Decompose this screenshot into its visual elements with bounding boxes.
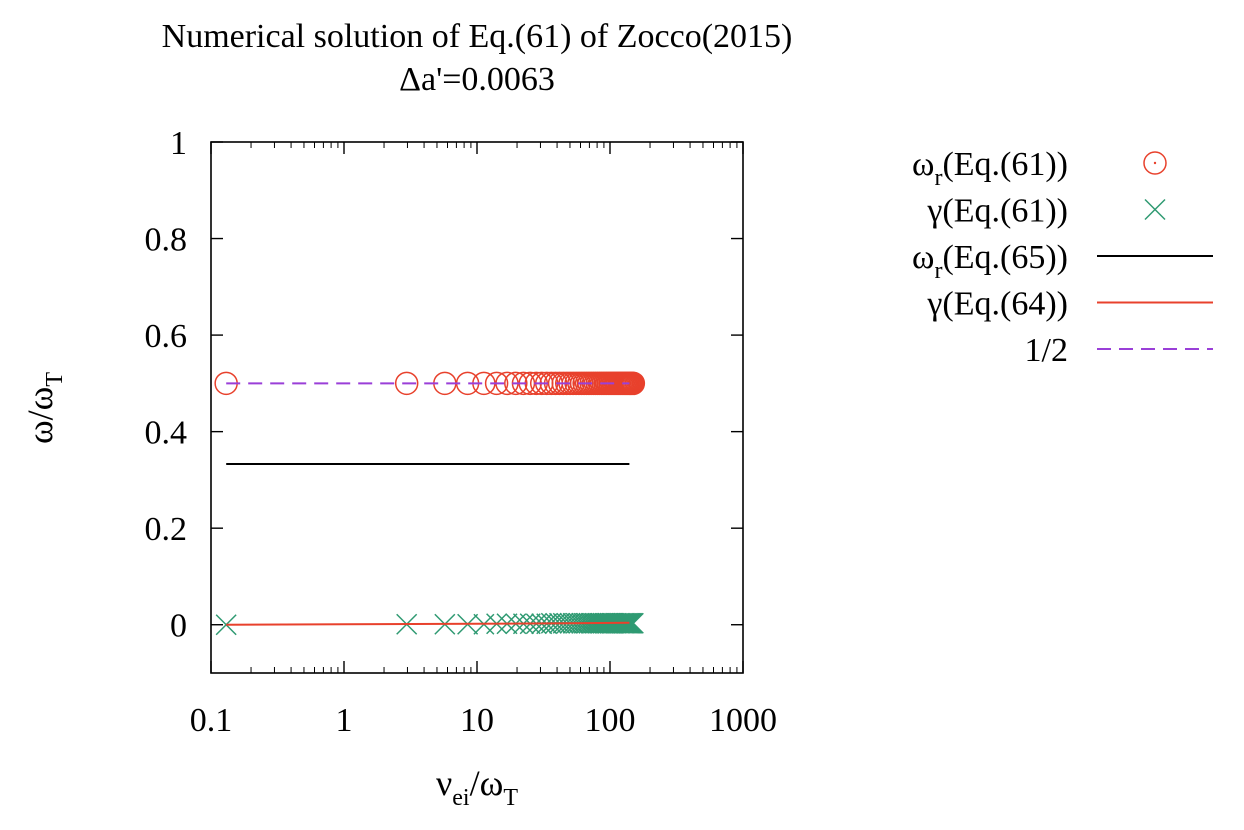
legend-label-main: 1/2 (1025, 332, 1068, 369)
x-axis-label-rest: /ω (470, 763, 504, 803)
x-axis-label-main: ν (436, 763, 452, 803)
legend-label: γ(Eq.(61)) (926, 193, 1068, 230)
legend-symbol-dot (1153, 161, 1157, 165)
x-axis-label-sub: ei (452, 785, 470, 811)
series-point-circle (484, 371, 509, 396)
series-point-cross (620, 612, 642, 634)
legend-label-sub: r (934, 165, 942, 191)
chart-title: Numerical solution of Eq.(61) of Zocco(2… (162, 18, 793, 55)
legend-symbol-circle (1143, 151, 1167, 175)
series-point-cross (622, 612, 644, 634)
y-tick-label: 0 (170, 608, 187, 645)
plot-area (214, 371, 646, 636)
x-tick-label: 100 (585, 702, 636, 739)
legend-label: γ(Eq.(64)) (926, 286, 1068, 323)
legend-label: ωr(Eq.(61)) (912, 146, 1068, 191)
plot-frame (210, 141, 744, 674)
axis-ticks: 0.1 1 10 100 1000 0 0.2 0.4 0.6 0.8 1 (145, 125, 778, 739)
x-tick-label: 0.1 (190, 702, 233, 739)
y-tick-label: 0.8 (145, 222, 188, 259)
y-axis-label-main: ω/ω (20, 387, 60, 444)
y-tick-label: 1 (170, 125, 187, 162)
series-point-cross (215, 614, 237, 636)
y-tick-label: 0.2 (145, 511, 188, 548)
x-tick-label: 1000 (709, 702, 777, 739)
legend-label-main: γ(Eq.(64)) (926, 286, 1068, 323)
chart-subtitle: Δa'=0.0063 (399, 61, 555, 98)
legend-label-main: ω (912, 239, 934, 276)
series-point-circle (504, 371, 528, 396)
series-point-circle (394, 371, 419, 396)
y-axis-label-sub: T (42, 372, 68, 387)
legend-label-main: γ(Eq.(61)) (926, 193, 1068, 230)
y-tick-label: 0.4 (145, 415, 188, 452)
legend-label-sub: r (934, 258, 942, 284)
legend-label-rest: (Eq.(61)) (942, 146, 1068, 183)
legend-label-main: ω (912, 146, 934, 183)
x-axis-label-sub2: T (503, 785, 518, 811)
x-tick-label: 10 (460, 702, 494, 739)
legend-symbol-cross (1144, 198, 1166, 221)
legend-label: 1/2 (1025, 332, 1068, 369)
legend-label-rest: (Eq.(65)) (942, 239, 1068, 276)
series-point-cross (621, 612, 643, 634)
x-tick-label: 1 (336, 702, 353, 739)
legend-label: ωr(Eq.(65)) (912, 239, 1068, 284)
x-axis-label: νei/ωT (436, 763, 518, 811)
y-axis-label: ω/ωT (20, 372, 68, 444)
series-line-3 (226, 621, 630, 626)
y-tick-label: 0.6 (145, 318, 188, 355)
series-point-cross (619, 612, 641, 634)
legend: ωr(Eq.(61))γ(Eq.(61))ωr(Eq.(65))γ(Eq.(64… (912, 146, 1213, 369)
